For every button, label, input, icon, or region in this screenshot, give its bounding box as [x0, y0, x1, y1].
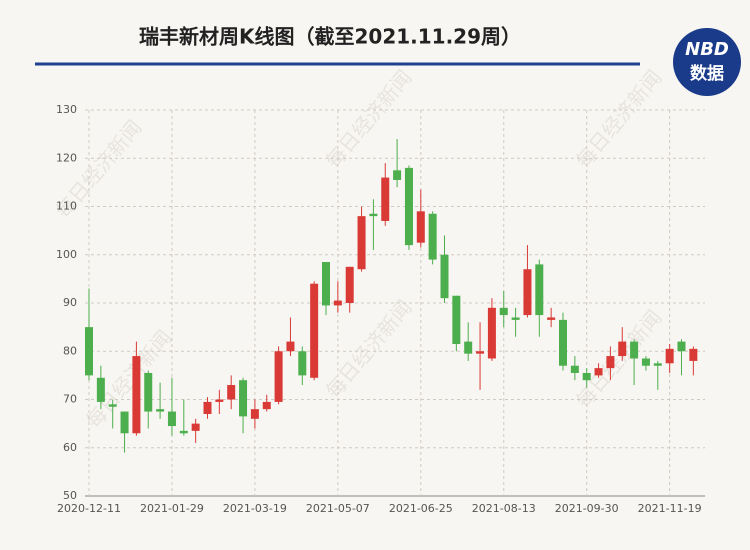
candle-body [606, 356, 615, 369]
candle-body [167, 411, 176, 427]
candle-body [570, 365, 579, 373]
candle-body [641, 358, 650, 366]
candle-body [262, 401, 271, 410]
x-tick-label: 2021-03-19 [223, 502, 287, 515]
candle-body [476, 351, 485, 354]
candle-body [464, 341, 473, 354]
candle-body [487, 307, 496, 359]
candle-body [689, 348, 698, 361]
candle-body [298, 351, 307, 376]
x-tick-label: 2021-01-29 [140, 502, 204, 515]
x-tick-label: 2021-05-07 [306, 502, 370, 515]
candle-body [108, 404, 117, 407]
y-tick-label: 50 [63, 489, 77, 502]
y-tick-label: 100 [56, 248, 77, 261]
watermark: 每日经济新闻 [81, 325, 177, 432]
logo-bottom: 数据 [690, 63, 724, 84]
candle-body [428, 213, 437, 260]
candle-body [144, 372, 153, 412]
y-tick-label: 110 [56, 200, 77, 213]
candle-body [333, 300, 342, 306]
candle-body [322, 261, 330, 306]
x-tick-label: 2021-06-25 [389, 502, 453, 515]
y-tick-label: 120 [56, 151, 77, 164]
candle-body [404, 167, 413, 246]
watermark: 每日经济新闻 [571, 305, 667, 412]
candle-body [156, 409, 165, 412]
candle-body [132, 356, 141, 434]
candle-body [191, 423, 200, 431]
candle-body [120, 411, 129, 434]
candle-body [85, 327, 93, 376]
candle-body [179, 430, 188, 434]
chart-title: 瑞丰新材周K线图（截至2021.11.29周） [139, 25, 521, 49]
candle-body [274, 351, 283, 402]
x-tick-label: 2021-08-13 [472, 502, 536, 515]
candle-body [677, 341, 686, 352]
candle-body [239, 380, 248, 417]
candle-body [594, 368, 603, 376]
candle-body [203, 401, 212, 414]
candle-body [286, 341, 295, 352]
candle-body [381, 177, 390, 221]
candle-body [653, 363, 662, 366]
candle-body [440, 254, 449, 299]
candle-body [250, 409, 259, 419]
candle-body [96, 377, 105, 402]
candle-body [345, 266, 354, 303]
watermark: 每日经济新闻 [571, 65, 667, 172]
candle-body [499, 307, 508, 316]
candle-body [582, 372, 591, 381]
y-tick-label: 60 [63, 441, 77, 454]
candle-body [416, 211, 425, 243]
watermark: 每日经济新闻 [321, 65, 417, 172]
candle-body [523, 269, 532, 316]
x-tick-label: 2020-12-11 [57, 502, 121, 515]
candle-body [618, 341, 627, 357]
candle-body [393, 170, 402, 180]
y-tick-label: 80 [63, 344, 77, 357]
candle-body [452, 295, 461, 345]
candle-body [630, 341, 639, 359]
x-tick-label: 2021-11-19 [638, 502, 702, 515]
candle-body [310, 283, 319, 378]
candle-body [227, 385, 236, 400]
candle-body [547, 317, 556, 320]
y-tick-label: 90 [63, 296, 77, 309]
candle-body [665, 348, 674, 364]
watermark: 每日经济新闻 [321, 295, 417, 402]
y-tick-label: 130 [56, 103, 77, 116]
candle-body [535, 264, 544, 316]
logo-top: NBD [685, 39, 729, 60]
candle-body [369, 213, 378, 217]
candle-body [215, 399, 224, 402]
candle-body [559, 319, 567, 366]
y-tick-label: 70 [63, 393, 77, 406]
candle-body [357, 216, 366, 270]
logo-circle [673, 28, 741, 96]
candle-body [511, 317, 520, 320]
x-tick-label: 2021-09-30 [555, 502, 619, 515]
